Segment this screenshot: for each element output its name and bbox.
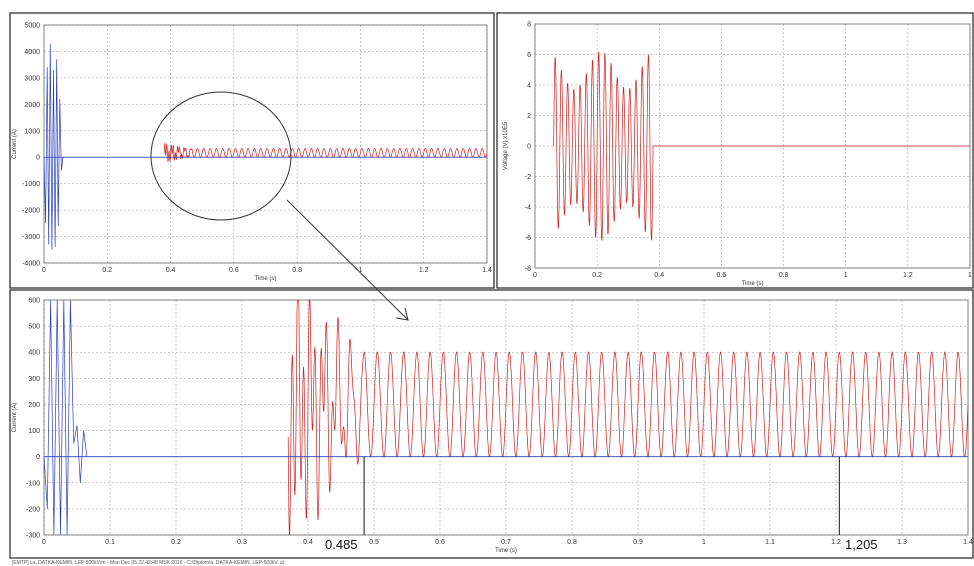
y-tick-label: -4000	[22, 261, 40, 268]
x-tick-label: 1.3	[897, 539, 907, 546]
y-tick-label: -1000	[22, 181, 40, 188]
zoom-ellipse	[150, 91, 292, 221]
x-axis-label: Time (s)	[495, 548, 517, 554]
y-tick-label: 0	[527, 144, 531, 151]
y-tick-label: 100	[28, 428, 40, 435]
y-tick-label: 2000	[24, 102, 40, 109]
y-tick-label: 1000	[24, 128, 40, 135]
x-tick-label: 1	[358, 267, 362, 274]
x-tick-label: 0.8	[779, 272, 789, 279]
series-line-0	[43, 43, 487, 250]
y-tick-label: 200	[28, 402, 40, 409]
y-tick-label: 4000	[24, 49, 40, 56]
y-tick-label: -2	[525, 174, 531, 181]
x-tick-label: 1.4	[963, 539, 973, 546]
marker-0485-label: 0.485	[325, 537, 358, 552]
zoom-arrow	[286, 199, 409, 321]
x-tick-label: 0.5	[369, 539, 379, 546]
x-tick-label: 0.9	[633, 539, 643, 546]
y-tick-label: 0	[36, 155, 40, 162]
top-left-plot: 0 0.2 0.4 0.6 0.8 1 1.2 1.4 5000 4000 3000 2000 1000…	[12, 23, 492, 283]
bottom-plot: 0 0.1 0.2 0.3 0.4 0.5 0.6 0.7 0.8 0.9 1 1.1 1.2 1.3 1.…	[12, 298, 973, 555]
x-tick-label: 0.6	[435, 539, 445, 546]
y-tick-label: -4	[525, 205, 531, 212]
y-tick-label: 3000	[24, 75, 40, 82]
series-line-0	[43, 299, 88, 536]
marker-1205-label: 1,205	[845, 537, 878, 552]
y-tick-label: 5000	[24, 23, 40, 30]
y-tick-label: 300	[28, 376, 40, 383]
x-tick-label: 0.8	[292, 267, 302, 274]
y-tick-label: 0	[36, 454, 40, 461]
x-tick-label: 0	[42, 539, 46, 546]
x-tick-label: 0	[533, 272, 537, 279]
y-tick-label: -100	[26, 480, 40, 487]
y-tick-label: 8	[527, 22, 531, 29]
x-tick-label: 1.2	[903, 272, 913, 279]
x-tick-label: 0	[42, 267, 46, 274]
y-axis-label: Voltage (V) x10E5	[503, 121, 509, 170]
bottom-panel	[9, 289, 974, 559]
x-tick-label: 1.2	[831, 539, 841, 546]
x-tick-label: 0.4	[303, 539, 313, 546]
x-tick-label: 0.2	[171, 539, 181, 546]
plot-frame	[43, 299, 969, 536]
y-tick-label: -300	[26, 533, 40, 540]
x-tick-label: 0.4	[166, 267, 176, 274]
x-axis-label: Time (s)	[255, 276, 277, 282]
x-tick-label: 1	[844, 272, 848, 279]
x-tick-label: 1.4	[482, 267, 492, 274]
top-right-plot: 0 0.2 0.4 0.6 0.8 1 1.2 1 8 6 4 2 0 -2 -4 -6 -8 Time (s) V…	[503, 22, 972, 288]
y-tick-label: -8	[525, 266, 531, 273]
x-tick-label: 0.4	[654, 272, 664, 279]
x-tick-label: 0.2	[102, 267, 112, 274]
x-tick-label: 1.2	[419, 267, 429, 274]
x-tick-label: 0.7	[501, 539, 511, 546]
y-tick-label: -2000	[22, 208, 40, 215]
y-axis-label: Current (A)	[12, 129, 18, 159]
plot-frame	[43, 24, 488, 264]
y-tick-label: 4	[527, 83, 531, 90]
y-tick-label: 400	[28, 350, 40, 357]
y-tick-label: -3000	[22, 234, 40, 241]
x-tick-label: 0.8	[567, 539, 577, 546]
x-tick-label: 0.1	[105, 539, 115, 546]
x-tick-label: 0.6	[229, 267, 239, 274]
x-tick-label: 0.6	[717, 272, 727, 279]
zoom-arrow-head	[395, 307, 409, 321]
y-tick-label: 2	[527, 113, 531, 120]
y-axis-label: Current (A)	[12, 403, 18, 433]
x-tick-label: 1	[968, 272, 972, 279]
series-line-0	[553, 51, 654, 241]
x-tick-label: 0.3	[237, 539, 247, 546]
x-axis-label: Time (s)	[742, 281, 764, 287]
y-tick-label: 6	[527, 52, 531, 59]
footer-text: [EMTP] i.a, DATKA-KEMIN, LEP-500kV/m - M…	[12, 560, 285, 566]
x-tick-label: 1	[702, 539, 706, 546]
y-tick-label: -6	[525, 235, 531, 242]
top-right-panel	[496, 12, 974, 289]
x-tick-label: 0.2	[592, 272, 602, 279]
series-line-1	[287, 299, 969, 536]
x-tick-label: 1.1	[765, 539, 775, 546]
top-left-panel	[9, 12, 495, 289]
y-tick-label: -200	[26, 506, 40, 513]
y-tick-label: 600	[28, 298, 40, 305]
y-tick-label: 500	[28, 324, 40, 331]
series-line-1	[163, 142, 488, 163]
